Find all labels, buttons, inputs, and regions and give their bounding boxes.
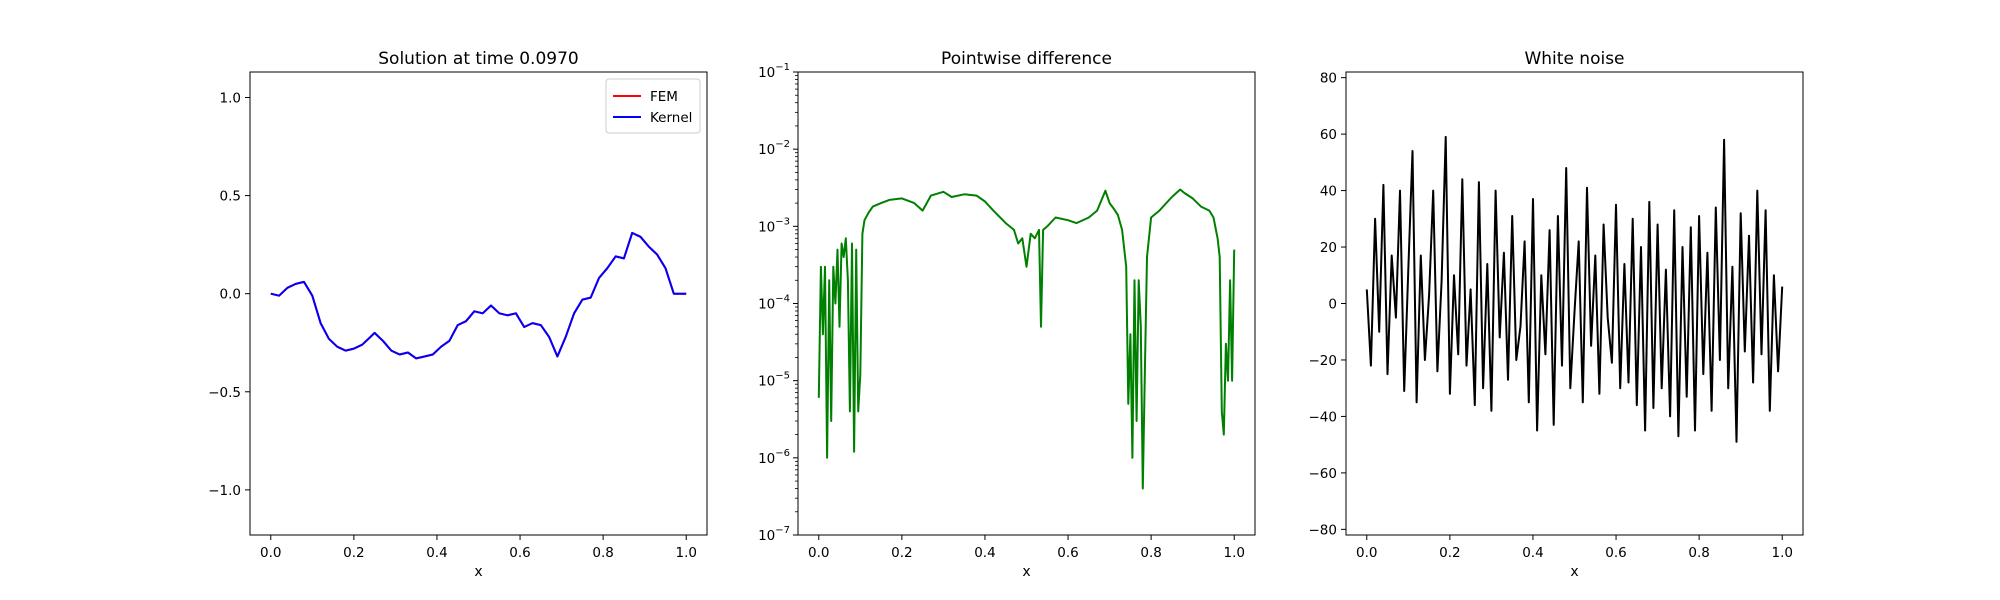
series-line-kernel (270, 231, 687, 360)
y-tick-base: 10 (758, 451, 775, 467)
y-tick-base: 10 (758, 142, 775, 158)
chart-panel-2: 0.0 0.2 0.4 0.6 0.8 1.010−710−610−510−410−310… (758, 49, 1256, 580)
y-tick-label: −20 (1309, 353, 1338, 369)
y-tick-label: 10−7 (758, 525, 790, 544)
y-tick-base: 10 (758, 528, 775, 544)
y-tick-label: −80 (1309, 522, 1338, 538)
y-tick-label: 10−1 (758, 62, 790, 81)
y-tick-label: −1.0 (208, 483, 241, 499)
axes-frame (249, 71, 708, 536)
x-tick-label: 0.8 (592, 545, 613, 561)
legend-box (605, 78, 701, 134)
chart-panel-1: 0.0 0.2 0.4 0.6 0.8 1.0 −1.0 −0.5 0.0 0.5 1.0 Solut… (208, 49, 708, 580)
x-tick-label: 1.0 (1771, 545, 1792, 561)
chart-panel-3: 0.0 0.2 0.4 0.6 0.8 1.0 −80 −60 −40 −20 0 20 40 60 80 W… (1309, 49, 1804, 580)
chart-title: White noise (1524, 49, 1624, 69)
x-tick-label: 0.0 (808, 545, 829, 561)
x-tick-label: 0.2 (891, 545, 912, 561)
x-tick-label: 0.6 (1605, 545, 1626, 561)
x-tick-label: 0.6 (1057, 545, 1078, 561)
y-tick-label: 10−2 (758, 139, 790, 158)
chart-title: Pointwise difference (941, 49, 1112, 69)
x-axis-label: x (1570, 564, 1578, 580)
x-tick-label: 1.0 (1223, 545, 1244, 561)
legend-label-kernel: Kernel (650, 110, 692, 126)
y-tick-label: 0 (1328, 297, 1337, 313)
y-tick-label: 10−5 (758, 371, 790, 390)
x-tick-label: 0.2 (343, 545, 364, 561)
y-tick-base: 10 (758, 65, 775, 81)
y-tick-exponent: −6 (775, 448, 790, 459)
y-tick-label: −40 (1309, 409, 1338, 425)
x-axis-label: x (474, 564, 482, 580)
y-tick-label: 10−6 (758, 448, 790, 467)
y-tick-label: 10−3 (758, 216, 790, 235)
y-tick-base: 10 (758, 219, 775, 235)
y-tick-label: 0.5 (220, 189, 241, 205)
x-tick-label: 0.0 (1356, 545, 1377, 561)
y-tick-label: 80 (1320, 71, 1337, 87)
y-tick-exponent: −1 (775, 62, 790, 73)
series-line-data (817, 188, 1236, 490)
legend-label-fem: FEM (650, 89, 678, 105)
x-tick-label: 0.4 (1522, 545, 1543, 561)
y-tick-label: 10−4 (758, 294, 790, 313)
y-tick-label: 0.0 (220, 287, 241, 303)
x-tick-label: 1.0 (675, 545, 696, 561)
x-axis-label: x (1022, 564, 1030, 580)
x-tick-label: 0.0 (260, 545, 281, 561)
x-tick-label: 0.8 (1688, 545, 1709, 561)
y-tick-label: 40 (1320, 184, 1337, 200)
x-tick-label: 0.2 (1439, 545, 1460, 561)
x-tick-label: 0.6 (509, 545, 530, 561)
y-tick-exponent: −3 (775, 216, 790, 227)
y-tick-exponent: −2 (775, 139, 790, 150)
y-tick-label: 20 (1320, 240, 1337, 256)
x-tick-label: 0.4 (974, 545, 995, 561)
y-tick-base: 10 (758, 297, 775, 313)
chart-title: Solution at time 0.0970 (378, 49, 578, 69)
y-tick-exponent: −5 (775, 371, 790, 382)
y-tick-label: −60 (1309, 466, 1338, 482)
y-tick-exponent: −7 (775, 525, 790, 536)
legend: FEM Kernel (605, 78, 701, 134)
y-tick-label: −0.5 (208, 385, 241, 401)
y-tick-label: 60 (1320, 127, 1337, 143)
x-tick-label: 0.4 (426, 545, 447, 561)
x-tick-label: 0.8 (1140, 545, 1161, 561)
y-tick-exponent: −4 (775, 294, 790, 305)
y-tick-base: 10 (758, 374, 775, 390)
y-tick-label: 1.0 (220, 91, 241, 107)
series-line-data (1365, 135, 1784, 443)
